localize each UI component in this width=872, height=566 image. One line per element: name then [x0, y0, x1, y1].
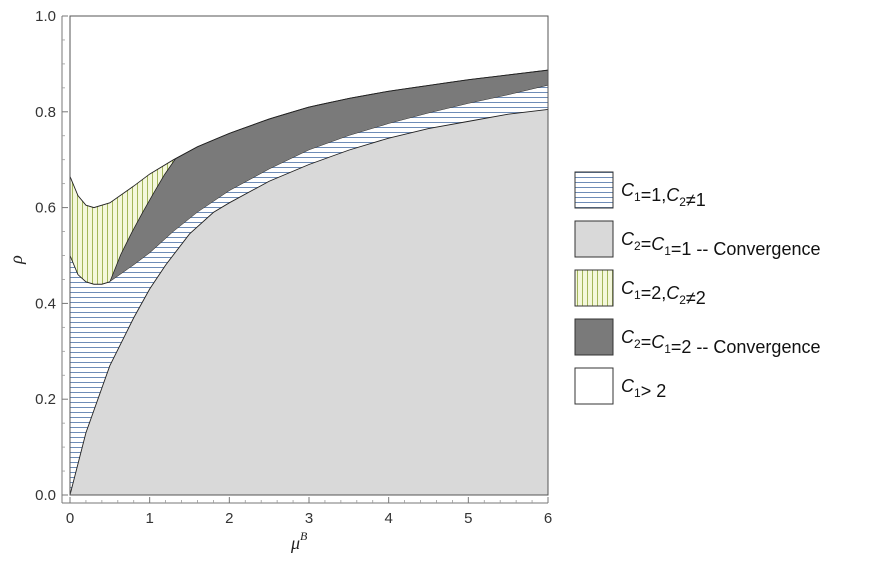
plot-regions [70, 16, 548, 495]
curve-convergence-1-boundary [70, 108, 548, 495]
region-convergence-1 [70, 109, 548, 495]
x-tick-label: 0 [66, 510, 74, 527]
legend-item-c1_gt2: C1> 2 [574, 367, 666, 405]
legend-swatch-c1_2 [574, 269, 614, 307]
legend-label-conv2: C2=C1=2 -- Convergence [621, 327, 820, 357]
legend-swatch-c1_gt2 [574, 367, 614, 405]
legend-item-c1_2: C1=2,C2≠2 [574, 269, 706, 308]
legend-label-c1_2: C1=2,C2≠2 [621, 278, 706, 308]
legend-label-c1_gt2: C1> 2 [621, 376, 666, 401]
plot-border [69, 15, 549, 496]
x-tick-label: 6 [544, 510, 552, 527]
x-axis-title: μB [290, 529, 308, 553]
y-tick-label: 0.2 [35, 391, 56, 408]
curve-c1-1-upper [70, 255, 110, 285]
legend-swatch-c1_only [574, 171, 614, 209]
x-tick-label: 2 [225, 510, 233, 527]
legend-swatch-conv1 [574, 220, 614, 258]
x-axis-title-superscript: B [300, 529, 308, 543]
plot-frame [61, 15, 549, 504]
y-tick-label: 0.4 [35, 295, 56, 312]
legend-label-c1_only: C1=1,C2≠1 [621, 180, 706, 210]
legend-item-conv2: C2=C1=2 -- Convergence [574, 318, 820, 357]
legend-item-conv1: C2=C1=1 -- Convergence [574, 220, 820, 259]
curve-c1-2-upper [70, 69, 548, 209]
x-tick-label: 5 [464, 510, 472, 527]
axis-ticks: 0 1 2 3 4 5 6 0.0 0.2 0.4 0.6 0.8 1.0 [35, 8, 552, 527]
y-tick-label: 0.8 [35, 104, 56, 121]
y-axis-title: ρ [6, 255, 26, 265]
x-tick-label: 4 [384, 510, 392, 527]
x-tick-label: 3 [305, 510, 313, 527]
legend-item-c1_only: C1=1,C2≠1 [574, 171, 706, 210]
x-tick-label: 1 [145, 510, 153, 527]
legend: C1=1,C2≠1 C2=C1=1 -- Convergence C1=2,C2≠2… [574, 171, 820, 405]
legend-label-conv1: C2=C1=1 -- Convergence [621, 229, 820, 259]
legend-swatch-conv2 [574, 318, 614, 356]
y-tick-label: 0.0 [35, 487, 56, 504]
y-tick-label: 1.0 [35, 8, 56, 25]
y-tick-label: 0.6 [35, 200, 56, 217]
